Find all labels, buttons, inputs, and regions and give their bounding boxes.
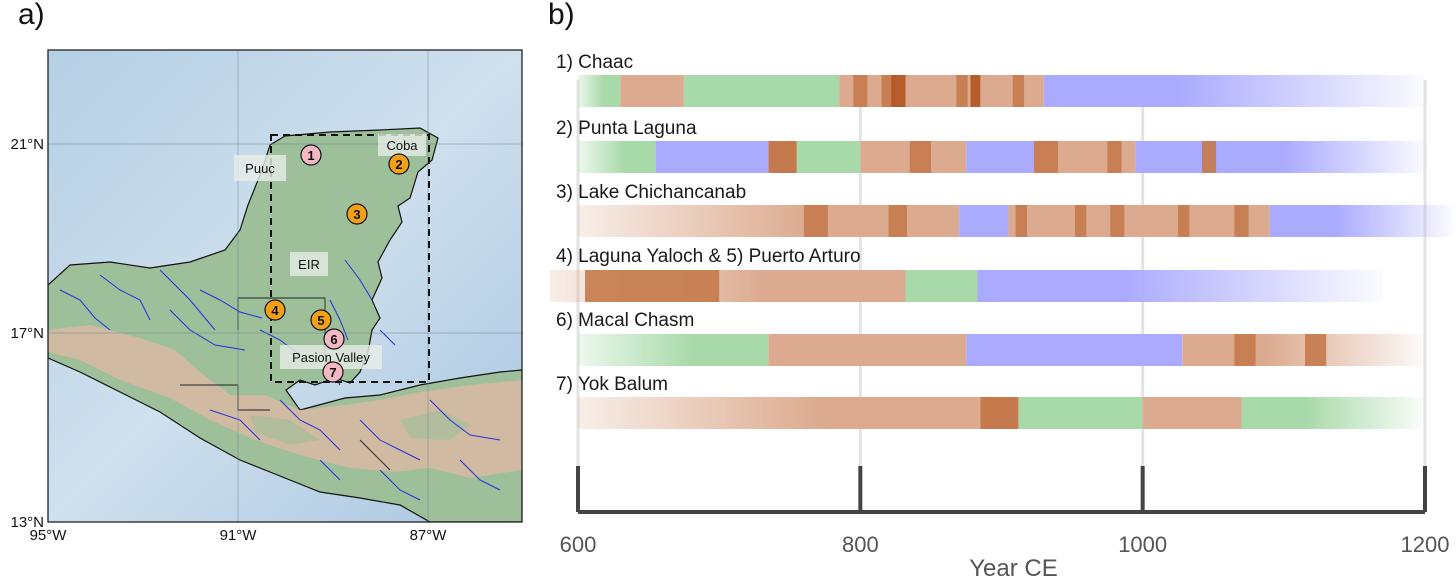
bar-mark [1015, 205, 1027, 237]
bar-segment [1008, 205, 1270, 237]
bar-segment [768, 141, 797, 173]
bar-segment [966, 334, 1183, 366]
timeline-axis: 600 800 1000 1200 Year CE [560, 466, 1450, 578]
bar-segment [959, 205, 1009, 237]
map-highlands [48, 325, 522, 478]
site-marker-1 [300, 144, 322, 166]
site-marker-4 [264, 299, 286, 321]
bar-mark [853, 75, 868, 107]
x-tick-label: 600 [560, 532, 597, 557]
lat-label-17: 17°N [10, 325, 44, 342]
site-markers: 1 2 3 4 5 6 7 [264, 144, 410, 383]
region-pasion-valley: Pasion Valley [292, 350, 370, 365]
site-marker-1-num: 1 [307, 148, 314, 163]
site-marker-3-num: 3 [353, 207, 360, 222]
bar-mark [1107, 141, 1122, 173]
bar-segment [578, 397, 981, 429]
lat-label-13: 13°N [10, 514, 44, 531]
bar-mark [970, 75, 981, 107]
bar-mark [1234, 205, 1249, 237]
bar-segment [1018, 397, 1143, 429]
lon-label-95: 95°W [30, 527, 68, 544]
bar-mark [1234, 334, 1256, 366]
bar-segment [1269, 205, 1454, 237]
bar-segment [655, 141, 769, 173]
site-label: 4) Laguna Yaloch & 5) Puerto Arturo [556, 246, 861, 267]
site-marker-6-num: 6 [330, 332, 337, 347]
bar-segment [905, 270, 978, 302]
bar-segment [1206, 141, 1425, 173]
bar-segment [839, 75, 1044, 107]
site-label: 1) Chaac [556, 52, 633, 73]
bar-mark [1305, 334, 1327, 366]
bar-mark [1033, 141, 1058, 173]
lon-label-87: 87°W [410, 527, 448, 544]
bar-segment [980, 397, 1019, 429]
site-label: 2) Punta Laguna [556, 118, 697, 139]
site-label: 3) Lake Chichancanab [556, 182, 746, 203]
bar-mark [1110, 205, 1125, 237]
x-tick-label: 1200 [1401, 532, 1450, 557]
timeline-bars [549, 75, 1454, 429]
region-eir: EIR [298, 257, 320, 272]
bar-segment [977, 270, 1383, 302]
site-marker-4-num: 4 [271, 303, 279, 318]
bar-segment [1241, 397, 1425, 429]
region-puuc: Puuc [245, 161, 275, 176]
map-frame [47, 49, 523, 523]
bar-mark [803, 205, 828, 237]
map-rivers [59, 259, 501, 501]
bar-segment [1142, 397, 1242, 429]
site-marker-7-num: 7 [329, 365, 336, 380]
site-label: 6) Macal Chasm [556, 310, 694, 331]
bar-mark [888, 205, 907, 237]
bar-segment [683, 75, 840, 107]
site-marker-2-num: 2 [395, 157, 402, 172]
map-graticule [48, 50, 522, 522]
bar-segment [578, 141, 656, 173]
bar-mark [585, 270, 720, 302]
bar-mark [891, 75, 906, 107]
bar-segment [1135, 141, 1207, 173]
timeline-site-labels: 1) Chaac 2) Punta Laguna 3) Lake Chichanca… [556, 52, 861, 395]
bar-segment [966, 141, 1034, 173]
map-panel: Puuc Coba EIR Pasion Valley 1 2 3 4 5 6 … [10, 49, 523, 544]
bar-mark [1177, 205, 1190, 237]
region-coba: Coba [386, 138, 418, 153]
lat-label-21: 21°N [10, 136, 44, 153]
site-marker-2 [388, 153, 410, 175]
panel-b-label: b) [548, 0, 575, 31]
bar-mark [1012, 75, 1025, 107]
lon-label-91: 91°W [220, 527, 258, 544]
bar-segment [578, 334, 769, 366]
bar-segment [768, 334, 967, 366]
site-label: 7) Yok Balum [556, 374, 668, 395]
panel-a-label: a) [18, 0, 45, 31]
bar-segment [578, 75, 621, 107]
site-marker-5 [310, 309, 332, 331]
bar-segment [796, 141, 861, 173]
bar-mark [909, 141, 931, 173]
site-marker-5-num: 5 [317, 313, 324, 328]
study-area-box [270, 134, 430, 383]
bar-mark [1074, 205, 1087, 237]
bar-segment [1182, 334, 1425, 366]
x-axis-title: Year CE [969, 555, 1058, 578]
site-marker-6 [323, 328, 345, 350]
x-tick-label: 800 [842, 532, 879, 557]
site-marker-7 [322, 361, 344, 383]
bar-segment [620, 75, 684, 107]
bar-segment [1043, 75, 1425, 107]
bar-mark [956, 75, 968, 107]
site-marker-3 [346, 203, 368, 225]
x-tick-label: 1000 [1118, 532, 1167, 557]
bar-mark [1201, 141, 1217, 173]
